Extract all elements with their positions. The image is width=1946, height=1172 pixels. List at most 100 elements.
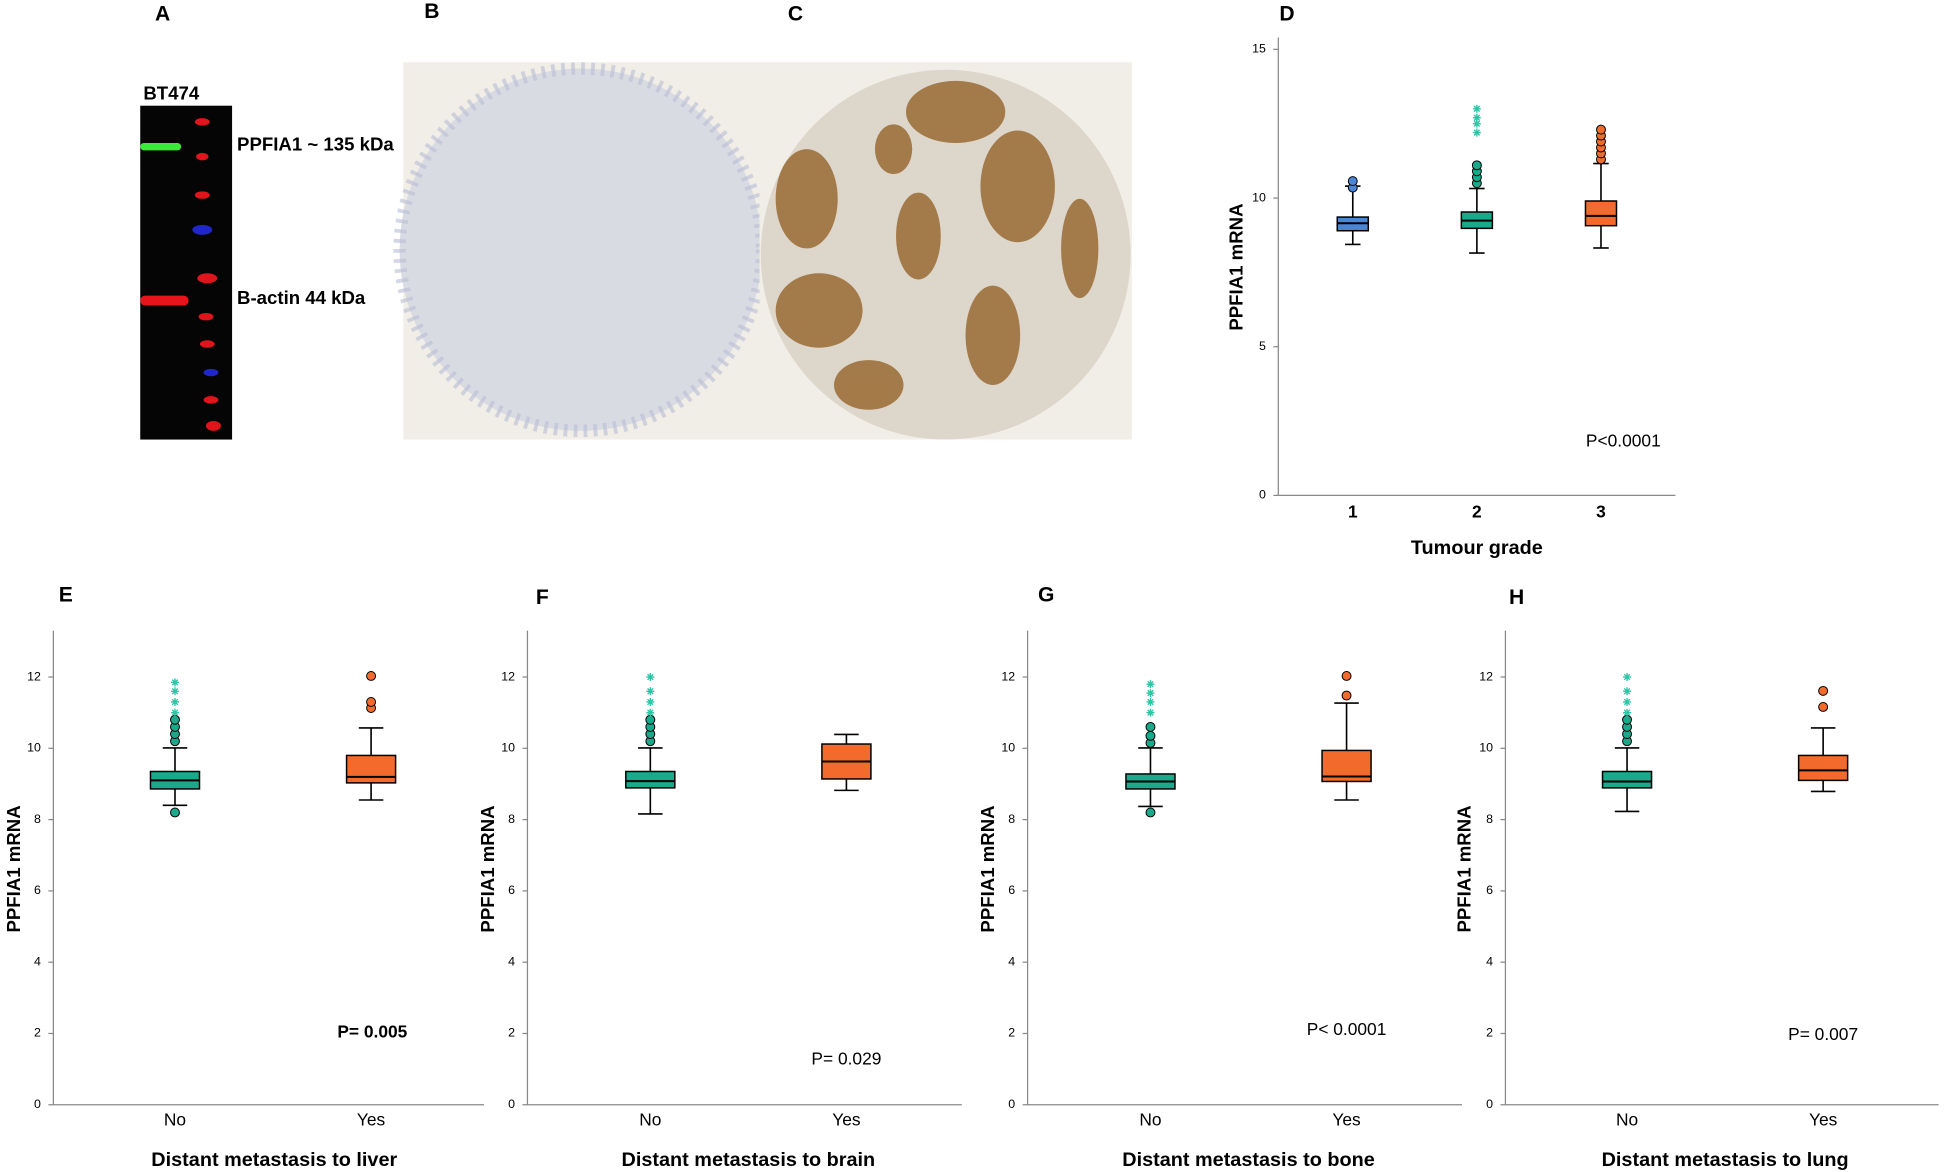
annotation: P= 0.007	[1788, 1024, 1858, 1044]
chart: 0 2 4 6 8 10 12 G PPFIA1 mRNA Distant metastasis …	[977, 584, 1462, 1171]
y-axis-label: PPFIA1 mRNA	[3, 805, 24, 932]
panel-label: C	[788, 3, 803, 26]
extreme	[171, 687, 179, 696]
y-tick-label: 0	[1259, 488, 1266, 502]
y-tick-label: 4	[1486, 954, 1493, 968]
outlier	[1347, 176, 1358, 187]
y-tick-label: 6	[34, 883, 41, 897]
extreme	[646, 697, 655, 706]
y-tick-label: 12	[1479, 669, 1493, 683]
extreme	[1623, 708, 1632, 717]
extreme	[1146, 689, 1155, 698]
y-tick-label: 8	[508, 812, 515, 826]
panel-label: B	[424, 0, 439, 23]
box	[1601, 770, 1653, 789]
y-tick-label: 8	[34, 812, 41, 826]
extreme	[1472, 104, 1481, 113]
outlier	[1341, 670, 1352, 681]
y-tick-label: 2	[508, 1026, 515, 1040]
y-tick-label: 12	[1001, 669, 1015, 683]
x-tick-label: No	[164, 1109, 186, 1129]
outlier	[1818, 701, 1829, 712]
y-tick-label: 5	[1259, 339, 1266, 353]
x-tick-label: No	[1139, 1109, 1161, 1129]
y-tick-label: 2	[34, 1026, 41, 1040]
x-tick-label: Yes	[832, 1109, 861, 1129]
y-tick-label: 6	[1486, 883, 1493, 897]
y-axis-label: PPFIA1 mRNA	[1454, 805, 1475, 932]
panel-label: D	[1279, 3, 1294, 26]
y-tick-label: 0	[1486, 1097, 1493, 1111]
annotation: P= 0.005	[337, 1021, 407, 1041]
ihc-stain	[775, 80, 1099, 410]
panel-label: H	[1509, 586, 1524, 609]
box	[1584, 200, 1618, 227]
box	[625, 770, 676, 789]
y-tick-label: 6	[508, 883, 515, 897]
outlier	[170, 807, 180, 818]
extreme	[171, 708, 179, 717]
extreme	[1146, 680, 1155, 689]
y-axis-label: PPFIA1 mRNA	[977, 805, 998, 932]
y-tick-label: 0	[508, 1097, 515, 1111]
extreme	[1623, 673, 1632, 681]
x-tick-label: 2	[1472, 501, 1482, 521]
extreme	[1623, 687, 1632, 696]
extreme	[646, 673, 655, 681]
outlier	[1818, 685, 1829, 696]
outlier	[1622, 714, 1633, 725]
annotation: P= 0.029	[811, 1049, 881, 1069]
x-tick-label: Yes	[1809, 1109, 1838, 1129]
y-tick-label: 12	[27, 669, 41, 683]
extreme	[1472, 113, 1481, 122]
extreme	[171, 678, 179, 687]
ihc-core	[399, 68, 763, 431]
chart: 0 2 4 6 8 10 12 F PPFIA1 mRNA Distant metastasis …	[477, 586, 962, 1171]
y-tick-label: 4	[34, 954, 41, 968]
outlier	[1145, 721, 1156, 732]
panel-label: F	[536, 586, 549, 609]
y-axis-label: PPFIA1 mRNA	[477, 805, 498, 932]
outlier	[645, 714, 656, 725]
band-label: PPFIA1 ~ 135 kDa	[237, 133, 394, 154]
annotation: P< 0.0001	[1307, 1019, 1387, 1039]
y-tick-label: 10	[27, 741, 41, 755]
extreme	[1472, 119, 1481, 128]
chart: 0 2 4 6 8 10 12 H PPFIA1 mRNA Distant metastasis …	[1454, 586, 1939, 1171]
y-tick-label: 2	[1008, 1026, 1015, 1040]
y-tick-label: 4	[1008, 954, 1015, 968]
band	[140, 295, 189, 306]
blot	[140, 105, 233, 440]
x-tick-label: Yes	[357, 1109, 386, 1129]
y-tick-label: 8	[1486, 812, 1493, 826]
y-tick-label: 6	[1008, 883, 1015, 897]
x-tick-label: 3	[1596, 501, 1606, 521]
y-tick-label: 10	[1001, 741, 1015, 755]
x-tick-label: Yes	[1332, 1109, 1361, 1129]
x-tick-label: No	[1616, 1109, 1638, 1129]
outlier	[1145, 807, 1156, 818]
band-label: B-actin 44 kDa	[237, 287, 366, 308]
extreme	[1146, 708, 1155, 717]
band	[140, 142, 182, 151]
panel-b: B	[393, 0, 769, 440]
outlier	[1341, 690, 1352, 701]
y-tick-label: 15	[1252, 42, 1266, 56]
x-axis-label: Distant metastasis to lung	[1602, 1149, 1849, 1171]
outlier	[366, 697, 377, 707]
x-axis-label: Distant metastasis to liver	[151, 1149, 397, 1171]
cell-line: BT474	[143, 82, 200, 103]
x-axis-label: Distant metastasis to bone	[1122, 1149, 1375, 1171]
y-tick-label: 2	[1486, 1026, 1493, 1040]
outlier	[366, 670, 377, 681]
y-axis-label: PPFIA1 mRNA	[1225, 203, 1246, 330]
outlier	[170, 714, 180, 725]
outlier	[1145, 730, 1156, 741]
chart: 0 5 10 15 D PPFIA1 mRNA Tumour grade P<0.0001 1 2…	[1225, 3, 1676, 559]
extreme	[1472, 128, 1481, 137]
panel-label: G	[1038, 584, 1054, 607]
outlier	[1471, 160, 1482, 171]
panel-label: A	[155, 3, 170, 26]
extreme	[1623, 697, 1632, 706]
